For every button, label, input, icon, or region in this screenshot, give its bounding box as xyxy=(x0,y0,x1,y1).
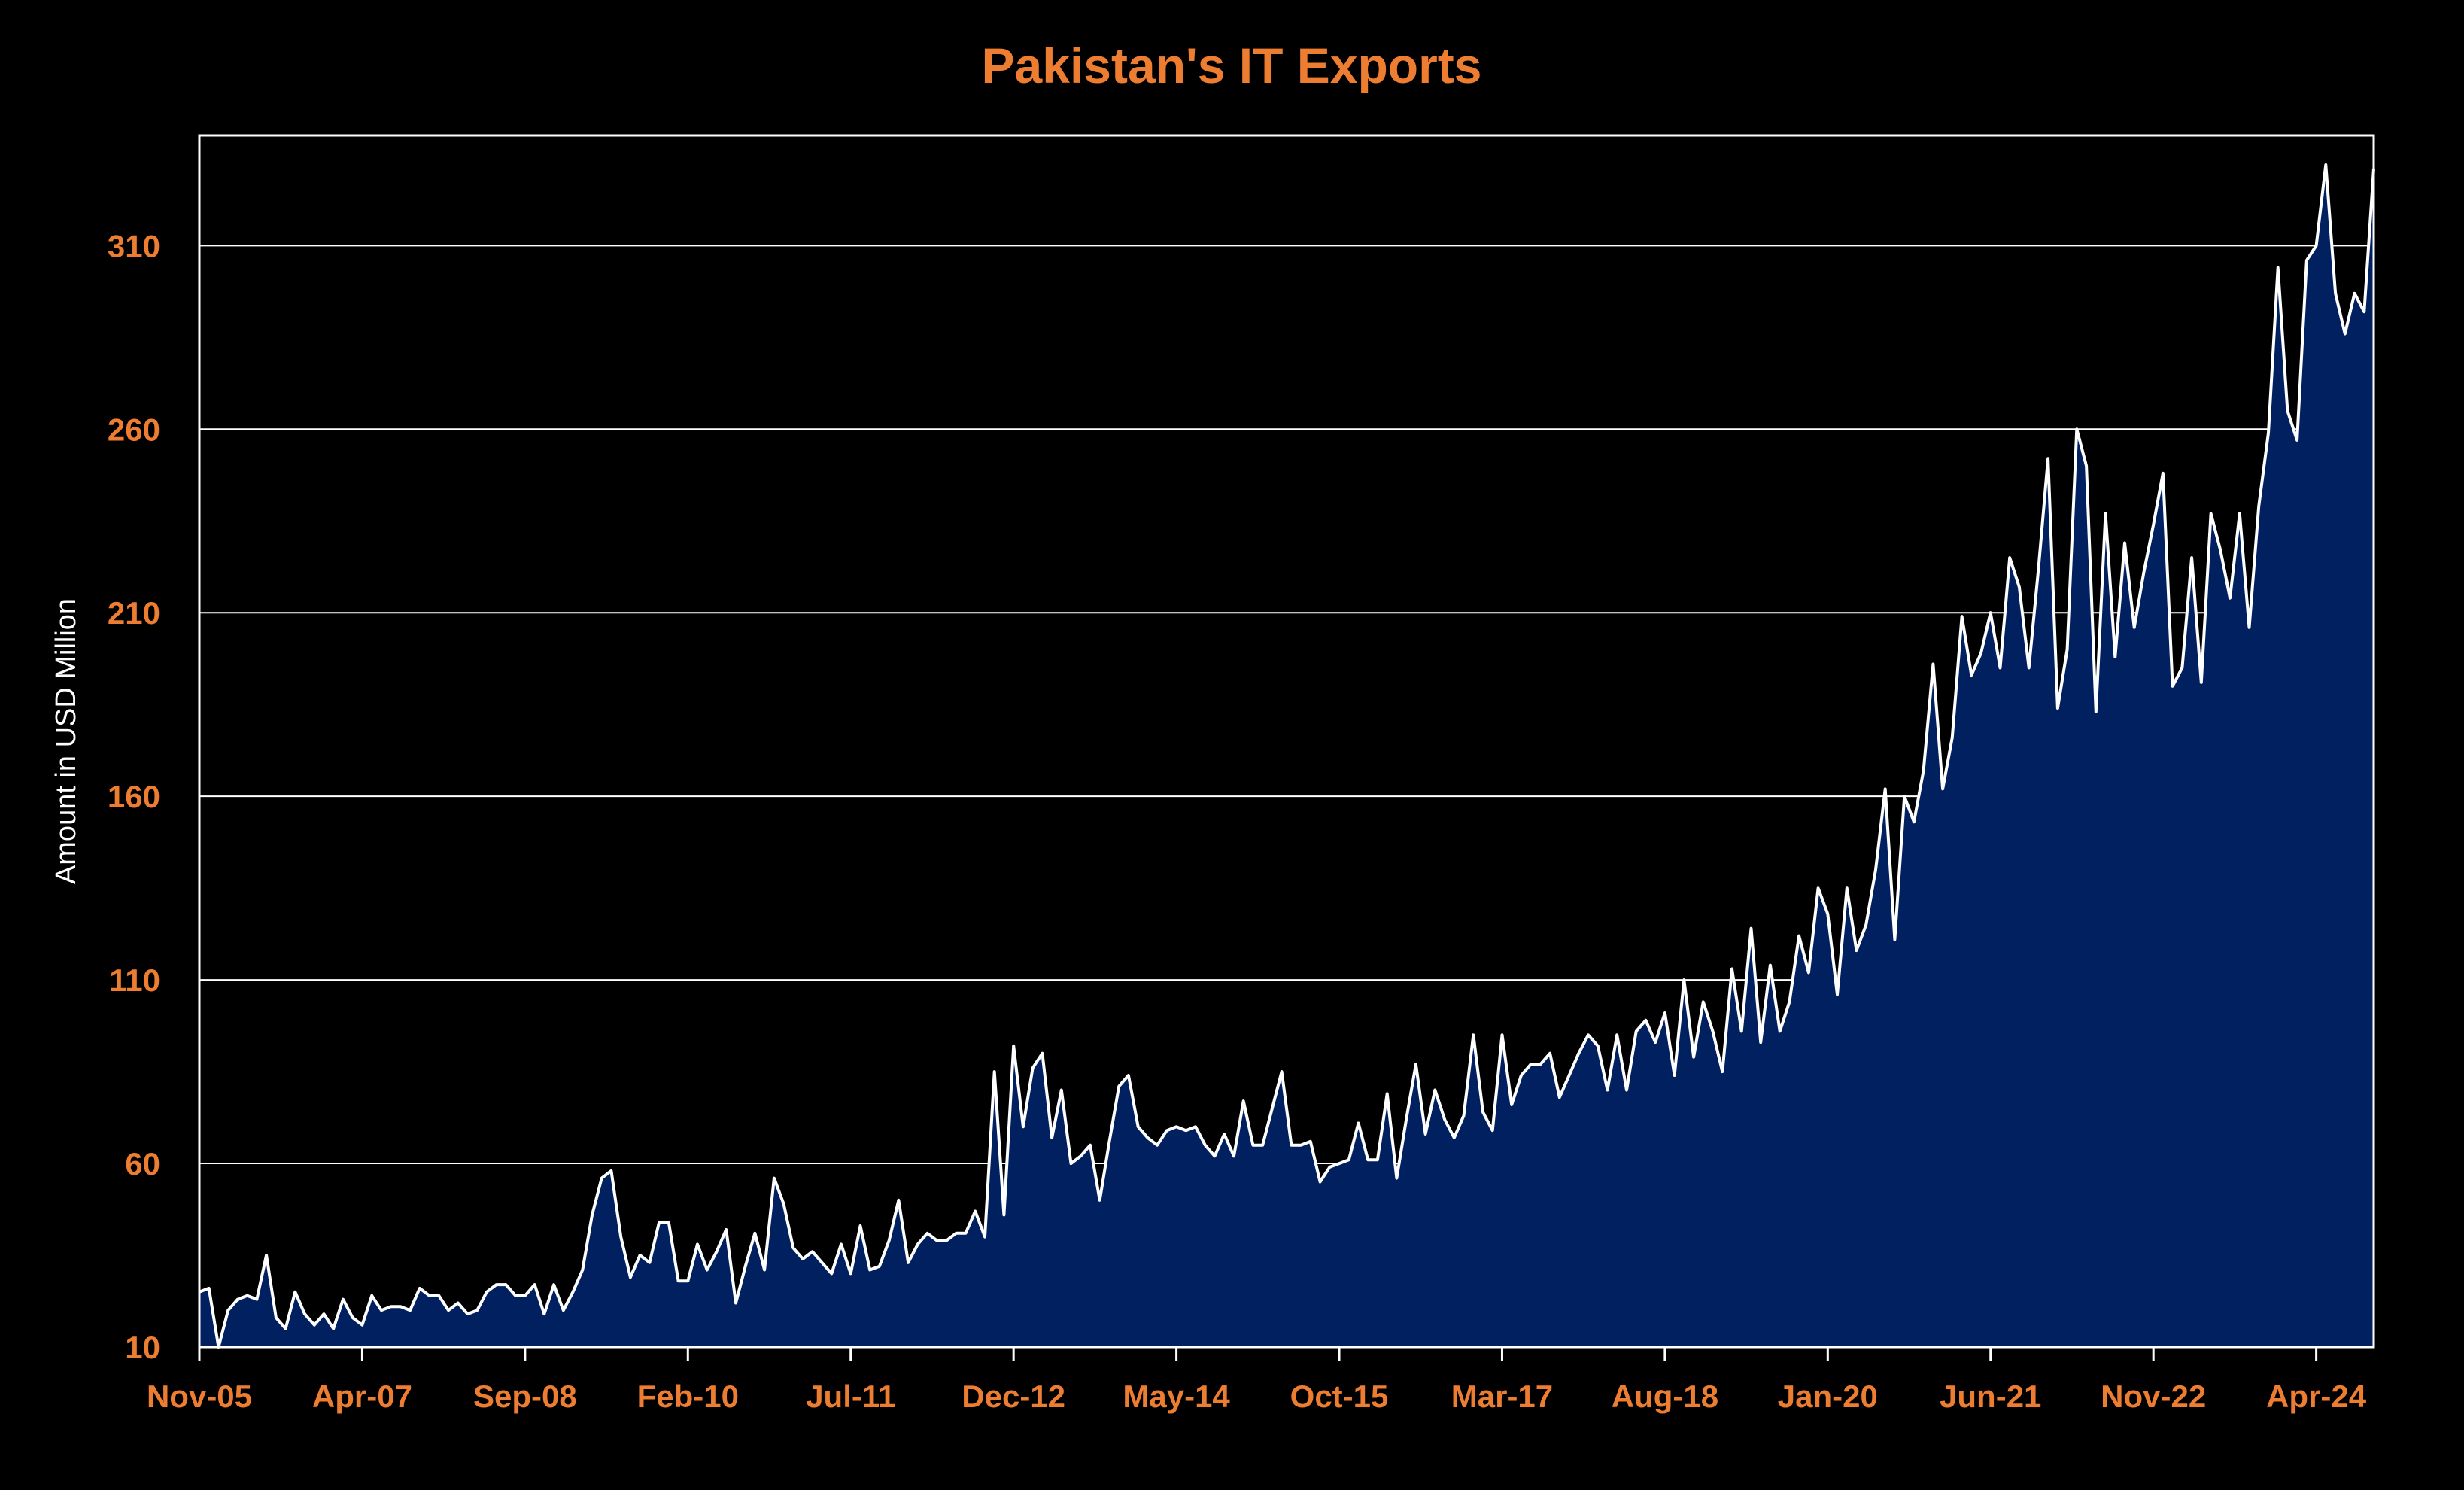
y-tick-label: 210 xyxy=(108,595,160,631)
x-tick-label: Dec-12 xyxy=(962,1379,1065,1414)
x-tick-label: Apr-24 xyxy=(2266,1379,2367,1414)
x-tick-label: Jun-21 xyxy=(1940,1379,2041,1414)
y-tick-label: 10 xyxy=(125,1330,160,1365)
x-tick-label: May-14 xyxy=(1123,1379,1230,1414)
x-tick-label: Aug-18 xyxy=(1612,1379,1718,1414)
chart-title: Pakistan's IT Exports xyxy=(982,38,1482,93)
plot-area xyxy=(199,163,2375,1349)
x-tick-label: Apr-07 xyxy=(312,1379,412,1414)
x-tick-label: Jul-11 xyxy=(806,1379,895,1414)
series-area xyxy=(199,165,2374,1347)
y-tick-label: 160 xyxy=(108,779,160,814)
x-tick-label: Nov-05 xyxy=(147,1379,252,1414)
x-axis-ticks: Nov-05 Apr-07 Sep-08 Feb-10 Jul-11 Dec-12 May-… xyxy=(147,1347,2367,1414)
x-tick-label: Mar-17 xyxy=(1451,1379,1553,1414)
series-line xyxy=(199,163,2375,1349)
y-tick-label: 60 xyxy=(125,1146,160,1181)
x-tick-label: Jan-20 xyxy=(1778,1379,1878,1414)
x-tick-label: Nov-22 xyxy=(2101,1379,2206,1414)
y-axis-ticks: 10 60 110 160 210 260 310 xyxy=(108,228,160,1365)
x-tick-label: Feb-10 xyxy=(637,1379,739,1414)
x-tick-label: Sep-08 xyxy=(473,1379,577,1414)
x-tick-label: Oct-15 xyxy=(1290,1379,1389,1414)
y-tick-label: 310 xyxy=(108,228,160,263)
y-tick-label: 110 xyxy=(109,962,160,998)
plot-border xyxy=(198,134,2375,1349)
y-axis-label: Amount in USD Million xyxy=(50,598,82,884)
y-tick-label: 260 xyxy=(108,412,160,447)
